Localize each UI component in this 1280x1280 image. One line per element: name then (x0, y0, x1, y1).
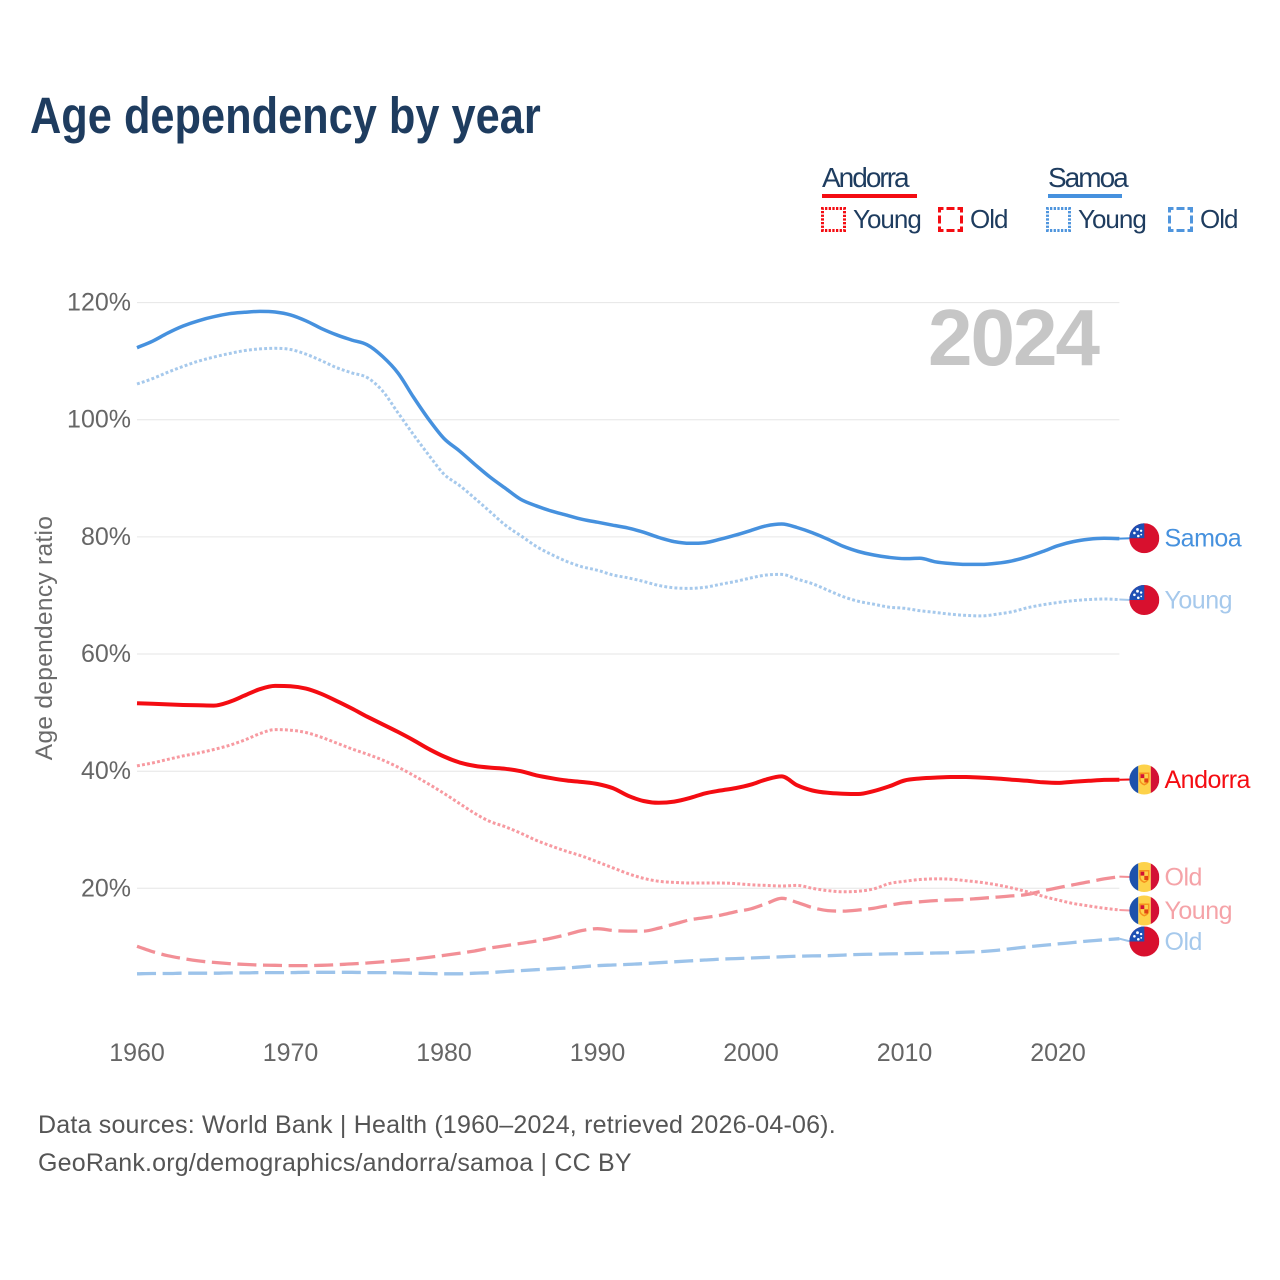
svg-text:2020: 2020 (1030, 1039, 1086, 1067)
svg-text:2000: 2000 (723, 1039, 779, 1067)
svg-text:Samoa: Samoa (1165, 525, 1242, 553)
svg-text:1990: 1990 (570, 1039, 626, 1067)
svg-text:2024: 2024 (928, 293, 1100, 382)
svg-text:Andorra: Andorra (1165, 766, 1251, 794)
svg-text:40%: 40% (81, 757, 131, 785)
svg-text:Young: Young (1165, 897, 1233, 925)
svg-text:Old: Old (1165, 864, 1202, 892)
svg-text:20%: 20% (81, 874, 131, 902)
svg-text:Young: Young (1165, 587, 1233, 615)
svg-text:100%: 100% (67, 406, 131, 434)
svg-text:60%: 60% (81, 640, 131, 668)
svg-text:1960: 1960 (109, 1039, 165, 1067)
svg-text:1980: 1980 (416, 1039, 472, 1067)
svg-text:120%: 120% (67, 289, 131, 317)
svg-text:80%: 80% (81, 523, 131, 551)
svg-text:1970: 1970 (263, 1039, 319, 1067)
svg-text:Old: Old (1165, 928, 1202, 956)
svg-text:Age dependency ratio: Age dependency ratio (31, 516, 58, 760)
svg-text:2010: 2010 (877, 1039, 933, 1067)
